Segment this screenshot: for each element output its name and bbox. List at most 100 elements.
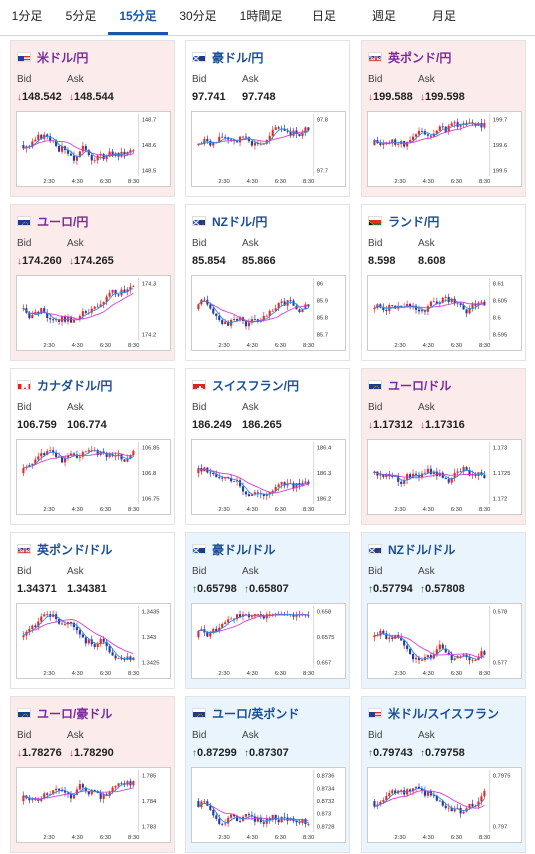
currency-pair-title[interactable]: 米ドル/スイスフラン bbox=[388, 706, 499, 721]
currency-pair-title[interactable]: 豪ドル/円 bbox=[212, 50, 264, 65]
candle-body bbox=[265, 315, 268, 317]
candle-body bbox=[22, 795, 25, 802]
ma-short-line bbox=[374, 122, 485, 145]
tab-1時間足[interactable]: 1時間足 bbox=[239, 9, 283, 23]
candle-body bbox=[385, 310, 388, 312]
currency-pair-title[interactable]: ユーロ/円 bbox=[37, 214, 89, 229]
mini-candle-chart[interactable]: 1.785 1.784 1.783 2:30 4:30 6:30 8:30 bbox=[16, 767, 171, 843]
candle-body bbox=[247, 322, 251, 327]
currency-pair-title[interactable]: NZドル/ドル bbox=[388, 542, 456, 557]
chart-svg: 148.7 148.6 148.5 2:30 4:30 6:30 8:30 bbox=[22, 113, 157, 185]
candle-body bbox=[480, 301, 483, 303]
candle-body bbox=[31, 141, 34, 148]
candle-body bbox=[78, 784, 81, 790]
mini-candle-chart[interactable]: 106.85 106.8 106.75 2:30 4:30 6:30 8:30 bbox=[16, 439, 171, 515]
candle-body bbox=[108, 791, 111, 796]
rate-card[interactable]: NZドル/ドル Bid Ask ↑0.57794 ↑0.57808 0.578 0.577 2… bbox=[361, 532, 526, 689]
candle-body bbox=[69, 793, 73, 799]
rate-card[interactable]: ユーロ/英ポンド Bid Ask ↑0.87299 ↑0.87307 0.8736 0.87… bbox=[185, 696, 350, 853]
ask-price: 97.748 bbox=[242, 91, 276, 103]
rate-card[interactable]: 豪ドル/ドル Bid Ask ↑0.65798 ↑0.65807 0.658 0.6575 0… bbox=[185, 532, 350, 689]
rate-card[interactable]: 英ポンド/円 Bid Ask ↓199.588 ↓199.598 199.7 199.6 19… bbox=[361, 40, 526, 197]
candle-body bbox=[414, 657, 418, 660]
candle-body bbox=[411, 305, 415, 307]
tab-週足[interactable]: 週足 bbox=[371, 9, 396, 23]
rate-card[interactable]: カナダドル/円 Bid Ask 106.759 106.774 106.85 106.8 10… bbox=[10, 368, 175, 525]
chart-svg: 0.8736 0.8734 0.8732 0.873 0.8728 2:30 4:30 6:3… bbox=[197, 769, 335, 841]
currency-pair-title[interactable]: ユーロ/ドル bbox=[388, 378, 452, 393]
currency-pair-title[interactable]: ユーロ/英ポンド bbox=[212, 706, 300, 721]
currency-pair-title[interactable]: カナダドル/円 bbox=[37, 378, 113, 393]
mini-candle-chart[interactable]: 0.658 0.6575 0.657 2:30 4:30 6:30 8:30 bbox=[191, 603, 346, 679]
candle-body bbox=[256, 817, 259, 822]
mini-candle-chart[interactable]: 86 85.9 85.8 85.7 2:30 4:30 6:30 8:30 bbox=[191, 275, 346, 351]
rate-card[interactable]: 豪ドル/円 Bid Ask 97.741 97.748 97.8 97.7 2:30 4:30 6… bbox=[185, 40, 350, 197]
candle-body bbox=[373, 307, 376, 310]
currency-pair-title[interactable]: ユーロ/豪ドル bbox=[37, 706, 113, 721]
x-tick-label: 8:30 bbox=[303, 671, 315, 677]
candle-body bbox=[241, 136, 245, 138]
tab-1分足[interactable]: 1分足 bbox=[11, 9, 43, 23]
tab-月足[interactable]: 月足 bbox=[431, 9, 456, 23]
currency-pair-title[interactable]: 英ポンド/ドル bbox=[37, 542, 113, 557]
rate-card[interactable]: ユーロ/豪ドル Bid Ask ↓1.78276 ↓1.78290 1.785 1.784 1… bbox=[10, 696, 175, 853]
tab-5分足[interactable]: 5分足 bbox=[65, 9, 97, 23]
candle-body bbox=[55, 452, 58, 458]
tab-30分足[interactable]: 30分足 bbox=[179, 9, 217, 23]
currency-pair-title[interactable]: NZドル/円 bbox=[212, 214, 268, 229]
currency-pair-title[interactable]: ランド/円 bbox=[388, 214, 440, 229]
rate-card[interactable]: ランド/円 Bid Ask 8.598 8.608 8.61 8.605 8.6 8.595 2:… bbox=[361, 204, 526, 361]
x-tick-label: 2:30 bbox=[43, 343, 55, 349]
candle-body bbox=[114, 455, 117, 457]
candle-body bbox=[60, 456, 64, 463]
y-tick-label: 1.3435 bbox=[142, 610, 160, 616]
currency-pair-title[interactable]: スイスフラン/円 bbox=[212, 378, 299, 393]
rate-card[interactable]: ユーロ/円 Bid Ask ↓174.260 ↓174.265 174.3 174.2 2:3… bbox=[10, 204, 175, 361]
bid-price: 8.598 bbox=[368, 255, 396, 267]
mini-candle-chart[interactable]: 199.7 199.6 199.5 2:30 4:30 6:30 8:30 bbox=[367, 111, 522, 187]
currency-pair-title[interactable]: 英ポンド/円 bbox=[388, 50, 452, 65]
candle-body bbox=[28, 465, 31, 468]
currency-pair-title[interactable]: 豪ドル/ドル bbox=[212, 542, 276, 557]
candle-body bbox=[394, 305, 397, 309]
ma-short-line bbox=[374, 787, 485, 811]
candle-body bbox=[450, 477, 453, 483]
mini-candle-chart[interactable]: 0.578 0.577 2:30 4:30 6:30 8:30 bbox=[367, 603, 522, 679]
mini-candle-chart[interactable]: 0.8736 0.8734 0.8732 0.873 0.8728 2:30 4:30 6:3… bbox=[191, 767, 346, 843]
candle-body bbox=[435, 471, 438, 477]
card-header: ランド/円 bbox=[368, 213, 439, 229]
candle-body bbox=[453, 298, 456, 304]
candle-body bbox=[72, 794, 76, 799]
y-tick-label: 148.5 bbox=[142, 168, 157, 174]
mini-candle-chart[interactable]: 8.61 8.605 8.6 8.595 2:30 4:30 6:30 8:30 bbox=[367, 275, 522, 351]
candle-body bbox=[93, 306, 96, 309]
currency-pair-title[interactable]: 米ドル/円 bbox=[37, 50, 89, 65]
rate-card[interactable]: ユーロ/ドル Bid Ask ↓1.17312 ↓1.17316 1.173 1.1725 1… bbox=[361, 368, 526, 525]
candle-body bbox=[215, 815, 218, 819]
mini-candle-chart[interactable]: 148.7 148.6 148.5 2:30 4:30 6:30 8:30 bbox=[16, 111, 171, 187]
candle-body bbox=[233, 481, 236, 483]
ask-value: 8.608 bbox=[418, 255, 446, 267]
candle-body bbox=[444, 648, 447, 653]
x-tick-label: 2:30 bbox=[394, 343, 406, 349]
tab-日足[interactable]: 日足 bbox=[311, 9, 336, 23]
candle-body bbox=[465, 123, 468, 124]
mini-candle-chart[interactable]: 97.8 97.7 2:30 4:30 6:30 8:30 bbox=[191, 111, 346, 187]
candle-body bbox=[304, 304, 307, 310]
mini-candle-chart[interactable]: 1.3435 1.343 1.3425 2:30 4:30 6:30 8:30 bbox=[16, 603, 171, 679]
rate-card[interactable]: 米ドル/スイスフラン Bid Ask ↑0.79743 ↑0.79758 0.7975 0.… bbox=[361, 696, 526, 853]
mini-candle-chart[interactable]: 186.4 186.3 186.2 2:30 4:30 6:30 8:30 bbox=[191, 439, 346, 515]
tab-15分足[interactable]: 15分足 bbox=[108, 0, 168, 35]
mini-candle-chart[interactable]: 174.3 174.2 2:30 4:30 6:30 8:30 bbox=[16, 275, 171, 351]
candle-body bbox=[453, 658, 456, 661]
rate-card[interactable]: 英ポンド/ドル Bid Ask 1.34371 1.34381 1.3435 1.343 1.… bbox=[10, 532, 175, 689]
candle-body bbox=[108, 454, 111, 457]
candle-body bbox=[468, 307, 471, 314]
rate-card[interactable]: 米ドル/円 Bid Ask ↓148.542 ↓148.544 148.7 148.6 148… bbox=[10, 40, 175, 197]
rate-card[interactable]: NZドル/円 Bid Ask 85.854 85.866 86 85.9 85.8 85.7 2:… bbox=[185, 204, 350, 361]
bid-label: Bid bbox=[368, 566, 383, 577]
candle-body bbox=[382, 630, 385, 634]
rate-card[interactable]: スイスフラン/円 Bid Ask 186.249 186.265 186.4 186.3 18… bbox=[185, 368, 350, 525]
mini-candle-chart[interactable]: 1.173 1.1725 1.172 2:30 4:30 6:30 8:30 bbox=[367, 439, 522, 515]
mini-candle-chart[interactable]: 0.7975 0.797 2:30 4:30 6:30 8:30 bbox=[367, 767, 522, 843]
